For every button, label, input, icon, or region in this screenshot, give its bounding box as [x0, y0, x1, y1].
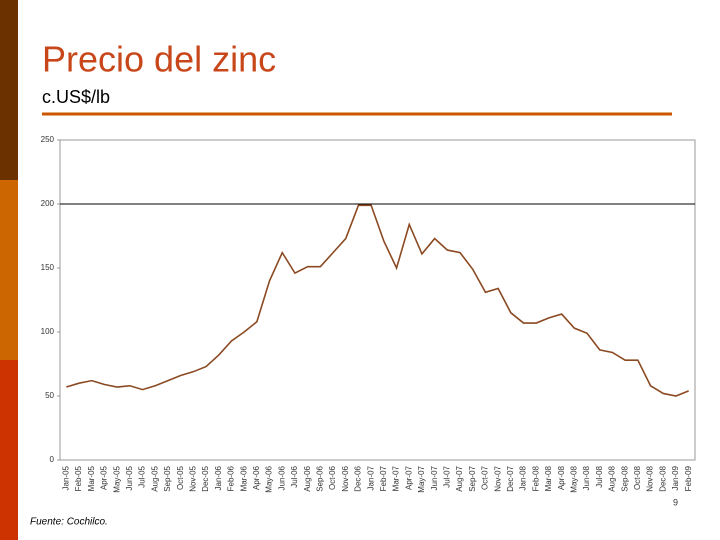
x-tick-label: Feb-08	[531, 465, 540, 491]
x-tick-label: Oct-05	[176, 465, 185, 490]
x-tick-label: Nov-05	[188, 465, 197, 491]
x-tick-label: Mar-06	[239, 465, 248, 491]
x-tick-label: Aug-06	[303, 465, 312, 491]
x-tick-label: Aug-07	[455, 465, 464, 491]
x-tick-label: Jul-08	[595, 465, 604, 487]
x-tick-label: Apr-07	[404, 465, 413, 490]
x-tick-label: Sep-07	[468, 465, 477, 491]
x-tick-label: Mar-08	[544, 465, 553, 491]
x-tick-label: Dec-06	[354, 465, 363, 491]
source-note: Fuente: Cochilco.	[30, 517, 108, 528]
x-tick-label: Mar-07	[392, 465, 401, 491]
y-tick-label: 250	[41, 135, 55, 144]
plot-area	[59, 139, 696, 461]
x-tick-label: Aug-08	[608, 465, 617, 491]
side-stripe	[0, 180, 18, 360]
x-tick-label: Apr-05	[100, 465, 109, 490]
x-tick-label: Jan-06	[214, 465, 223, 490]
x-tick-label: Jun-08	[582, 465, 591, 490]
x-tick-label: Apr-06	[252, 465, 261, 490]
y-tick-label: 50	[45, 391, 54, 400]
x-tick-label: Jun-07	[430, 465, 439, 490]
chart-title: Precio del zinc	[42, 39, 276, 80]
x-tick-label: Jun-05	[125, 465, 134, 490]
x-tick-label: Dec-05	[201, 465, 210, 491]
x-tick-label: Mar-05	[87, 465, 96, 491]
x-tick-label: Nov-06	[341, 465, 350, 491]
x-tick-label: Jul-07	[442, 465, 451, 487]
x-tick-label: Feb-07	[379, 465, 388, 491]
x-tick-label: Nov-08	[646, 465, 655, 491]
x-tick-label: May-08	[569, 465, 578, 492]
y-tick-label: 0	[50, 455, 55, 464]
x-tick-label: Dec-07	[506, 465, 515, 491]
side-stripe	[0, 360, 18, 540]
page-number: 9	[673, 497, 678, 507]
data-line	[66, 204, 689, 397]
x-tick-label: May-05	[112, 465, 121, 492]
x-tick-label: Jul-06	[290, 465, 299, 487]
x-tick-label: Sep-05	[163, 465, 172, 491]
y-tick-label: 150	[41, 263, 55, 272]
side-stripe	[0, 0, 18, 180]
x-tick-label: Jan-05	[61, 465, 70, 490]
y-tick-label: 200	[41, 199, 55, 208]
x-tick-label: Sep-08	[620, 465, 629, 491]
x-tick-label: Feb-09	[684, 465, 693, 491]
x-tick-label: Oct-07	[481, 465, 490, 490]
x-tick-label: Jan-07	[366, 465, 375, 490]
x-tick-label: Feb-06	[227, 465, 236, 491]
x-tick-label: Nov-07	[493, 465, 502, 491]
x-tick-label: Jul-05	[138, 465, 147, 487]
x-tick-label: May-07	[417, 465, 426, 492]
x-tick-label: Jun-06	[277, 465, 286, 490]
x-tick-label: Oct-08	[633, 465, 642, 490]
x-tick-label: Dec-08	[658, 465, 667, 491]
x-tick-label: Aug-05	[150, 465, 159, 491]
y-tick-label: 100	[41, 327, 55, 336]
x-tick-label: Jan-09	[671, 465, 680, 490]
x-tick-label: Oct-06	[328, 465, 337, 490]
x-tick-label: Jan-08	[519, 465, 528, 490]
x-tick-label: Sep-06	[315, 465, 324, 491]
x-tick-label: May-06	[265, 465, 274, 492]
x-tick-label: Apr-08	[557, 465, 566, 490]
x-tick-label: Feb-05	[74, 465, 83, 491]
subtitle: c.US$/lb	[42, 87, 110, 107]
